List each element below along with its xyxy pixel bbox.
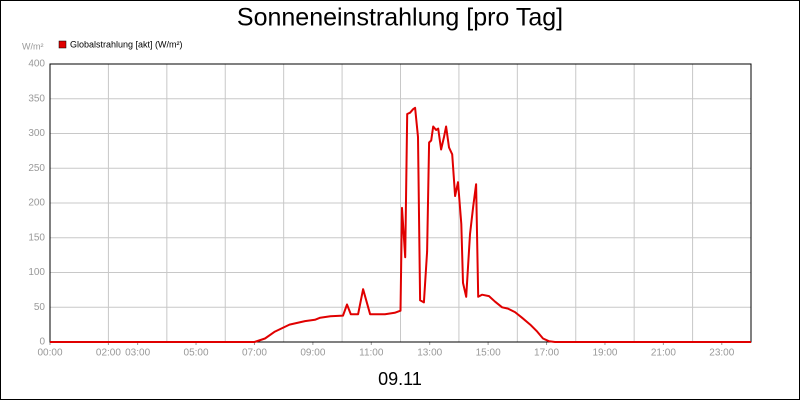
x-tick-label: 07:00 xyxy=(242,348,267,359)
plot-border xyxy=(49,63,752,343)
x-tick-label: 00:00 xyxy=(37,348,62,359)
x-tick-label: 17:00 xyxy=(534,348,559,359)
y-tick-label: 50 xyxy=(34,302,46,313)
x-tick-label: 02:00 xyxy=(96,348,121,359)
x-tick-label: 03:00 xyxy=(125,348,150,359)
x-tick-label: 09:00 xyxy=(300,348,325,359)
x-tick-label: 05:00 xyxy=(184,348,209,359)
y-tick-label: 350 xyxy=(28,93,45,104)
y-tick-label: 150 xyxy=(28,232,45,243)
x-tick-label: 21:00 xyxy=(651,348,676,359)
x-tick-label: 11:00 xyxy=(359,348,384,359)
y-tick-label: 250 xyxy=(28,163,45,174)
x-tick-label: 23:00 xyxy=(709,348,734,359)
y-tick-label: 100 xyxy=(28,267,45,278)
legend-label: Globalstrahlung [akt] (W/m²) xyxy=(70,39,183,49)
x-tick-label: 15:00 xyxy=(476,348,501,359)
y-unit-label: W/m² xyxy=(22,41,44,51)
legend-swatch xyxy=(58,40,67,49)
y-tick-label: 200 xyxy=(28,198,45,209)
y-tick-label: 400 xyxy=(28,59,45,70)
x-axis-label: 09.11 xyxy=(378,369,422,389)
y-tick-label: 0 xyxy=(39,337,45,348)
x-tick-label: 19:00 xyxy=(592,348,617,359)
y-tick-label: 300 xyxy=(28,128,45,139)
chart-title: Sonneneinstrahlung [pro Tag] xyxy=(237,4,563,32)
series-line xyxy=(50,106,751,343)
x-tick-label: 13:00 xyxy=(417,348,442,359)
